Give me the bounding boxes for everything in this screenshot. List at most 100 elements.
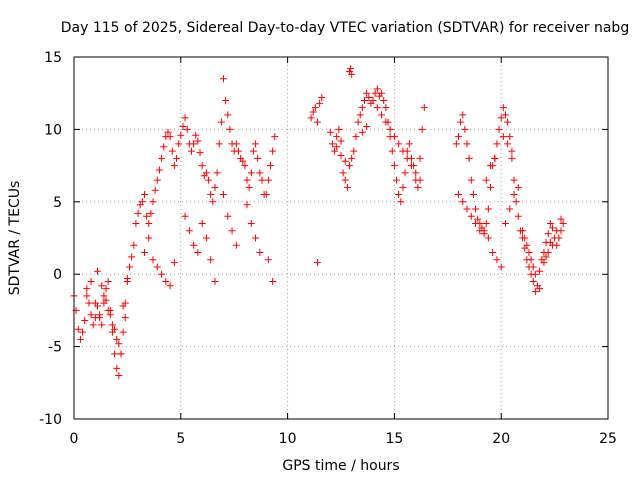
data-point (472, 205, 480, 213)
data-marks (70, 65, 567, 380)
data-point (224, 111, 232, 119)
data-point (347, 65, 355, 73)
data-point (333, 143, 341, 151)
data-point (495, 125, 503, 133)
data-point (181, 212, 189, 220)
data-point (226, 125, 234, 133)
data-point (247, 169, 255, 177)
data-point (239, 157, 247, 165)
data-point (416, 154, 424, 162)
data-point (140, 248, 148, 256)
data-point (83, 292, 91, 300)
data-point (472, 220, 480, 228)
data-point (140, 191, 148, 199)
data-point (247, 220, 255, 228)
data-point (111, 325, 119, 333)
data-point (166, 282, 174, 290)
data-point (316, 99, 324, 107)
data-point (245, 183, 253, 191)
data-point (382, 104, 390, 112)
data-point (395, 191, 403, 199)
data-point (544, 230, 552, 238)
data-point (314, 259, 322, 267)
data-point (393, 176, 401, 184)
x-tick-label: 5 (176, 431, 185, 447)
data-point (401, 169, 409, 177)
data-point (138, 198, 146, 206)
data-point (194, 248, 202, 256)
data-point (506, 133, 514, 141)
data-point (497, 263, 505, 271)
data-point (487, 183, 495, 191)
y-tick-label: 5 (53, 195, 62, 211)
data-point (388, 147, 396, 155)
data-point (350, 147, 358, 155)
data-point (341, 157, 349, 165)
data-point (104, 277, 112, 285)
data-point (454, 191, 462, 199)
data-point (256, 248, 264, 256)
data-point (222, 96, 230, 104)
plot-frame (73, 56, 609, 420)
data-point (331, 147, 339, 155)
data-point (390, 133, 398, 141)
data-point (215, 140, 223, 148)
data-point (363, 89, 371, 97)
data-point (113, 335, 121, 343)
data-point (264, 256, 272, 264)
data-point (380, 96, 388, 104)
data-point (487, 162, 495, 170)
data-point (497, 114, 505, 122)
data-point (262, 191, 270, 199)
data-point (399, 183, 407, 191)
data-point (217, 118, 225, 126)
data-point (553, 227, 561, 235)
data-point (220, 75, 228, 83)
data-point (335, 125, 343, 133)
data-point (91, 299, 99, 307)
data-point (536, 267, 544, 275)
y-tick-label: -5 (48, 340, 62, 356)
data-point (491, 154, 499, 162)
y-tick-label: 0 (53, 267, 62, 283)
data-point (309, 108, 317, 116)
data-point (476, 227, 484, 235)
data-point (542, 253, 550, 261)
data-point (213, 169, 221, 177)
data-point (145, 220, 153, 228)
data-point (123, 275, 131, 283)
data-point (202, 169, 210, 177)
data-point (519, 227, 527, 235)
data-point (548, 224, 556, 232)
data-point (469, 191, 477, 199)
data-point (382, 118, 390, 126)
data-point (514, 212, 522, 220)
data-point (459, 111, 467, 119)
data-point (187, 147, 195, 155)
data-point (145, 234, 153, 242)
data-point (264, 176, 272, 184)
data-point (356, 111, 364, 119)
data-point (198, 162, 206, 170)
data-point (337, 137, 345, 145)
data-point (529, 263, 537, 271)
data-point (252, 234, 260, 242)
data-point (249, 147, 257, 155)
data-point (102, 296, 110, 304)
data-point (232, 241, 240, 249)
data-point (113, 364, 121, 372)
data-point (311, 104, 319, 112)
data-point (521, 234, 529, 242)
data-point (134, 209, 142, 217)
data-point (108, 321, 116, 329)
data-point (243, 176, 251, 184)
data-point (232, 140, 240, 148)
data-point (474, 215, 482, 223)
data-point (196, 149, 204, 157)
data-point (158, 154, 166, 162)
data-point (220, 191, 228, 199)
data-point (96, 314, 104, 322)
data-point (269, 147, 277, 155)
data-point (467, 212, 475, 220)
